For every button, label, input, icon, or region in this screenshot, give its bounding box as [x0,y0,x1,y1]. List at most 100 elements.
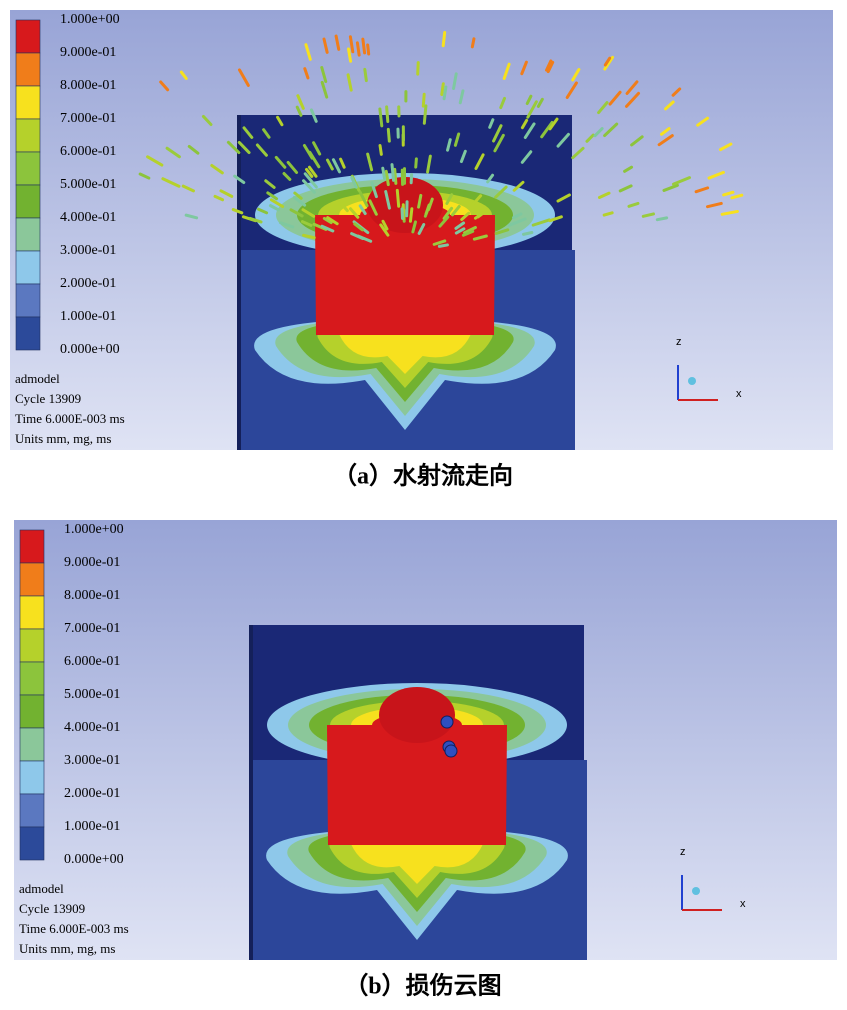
velocity-arrow [411,220,417,234]
velocity-arrow [442,85,448,101]
velocity-arrow [361,37,367,55]
velocity-arrow [264,179,276,189]
velocity-arrow [179,70,188,80]
velocity-arrow [386,127,391,143]
axis-label-z: z [680,846,686,858]
velocity-arrow [378,107,384,128]
velocity-arrow [381,166,387,180]
velocity-arrow [348,35,355,54]
velocity-arrow [526,100,538,119]
velocity-arrow [269,198,285,208]
velocity-arrow [165,146,181,159]
velocity-arrow [255,143,268,157]
velocity-arrow [623,165,634,173]
velocity-arrow [452,72,458,90]
legend-label: 7.000e-01 [64,621,120,636]
velocity-arrow [446,138,452,152]
panel: 1.000e+00 9.000e-01 8.000e-01 7.000e-01 6.00… [14,520,837,1000]
velocity-arrow [366,43,371,56]
legend-swatch [15,118,41,153]
model-info: Time 6.000E-003 ms [15,411,125,426]
legend-swatch [19,826,45,861]
legend-swatch [15,85,41,120]
velocity-arrow [531,218,551,227]
velocity-arrow [248,216,263,224]
velocity-arrow [438,215,450,228]
velocity-arrow [461,229,475,237]
velocity-arrow [492,124,503,143]
contour-core [315,215,495,335]
legend-swatch [15,250,41,285]
legend-label: 3.000e-01 [60,243,116,258]
block-side [237,115,241,450]
velocity-arrow [459,149,467,164]
velocity-arrow [379,223,390,237]
velocity-arrow [300,220,313,227]
velocity-arrow [493,133,505,153]
velocity-arrow [408,207,414,223]
legend-label: 1.000e-01 [64,819,120,834]
velocity-arrow [187,144,200,155]
velocity-arrow [301,208,316,218]
velocity-arrow [540,121,554,139]
velocity-arrow [307,165,318,178]
velocity-arrow [358,204,367,216]
velocity-arrow [450,204,461,217]
velocity-arrow [366,152,374,172]
particle [444,744,458,758]
velocity-arrow [304,43,312,61]
velocity-arrow [427,197,434,212]
legend-swatch [15,19,41,54]
velocity-arrow [219,189,234,198]
crater [379,687,455,743]
velocity-arrow [302,233,316,240]
velocity-arrow [282,172,292,181]
velocity-arrow [378,144,383,156]
velocity-arrow [334,34,341,51]
velocity-arrow [440,82,445,96]
model-info: admodel [19,881,64,896]
velocity-arrow [608,90,622,106]
velocity-arrow [565,81,578,99]
velocity-arrow [296,94,305,110]
legend-label: 1.000e+00 [64,522,124,537]
legend-label: 8.000e-01 [64,588,120,603]
model-info: Time 6.000E-003 ms [19,921,129,936]
axis-y [692,887,700,895]
caption: （b）损伤云图 [344,973,501,1000]
legend-label: 5.000e-01 [64,687,120,702]
velocity-arrow [571,146,585,160]
velocity-arrow [453,132,461,147]
velocity-arrow [454,227,466,235]
legend-label: 2.000e-01 [60,276,116,291]
velocity-arrow [548,215,563,223]
velocity-arrow [536,97,544,108]
legend-swatch [15,316,41,351]
velocity-arrow [627,201,640,208]
velocity-arrow [276,115,284,127]
velocity-arrow [146,155,164,167]
velocity-arrow [618,184,633,193]
velocity-arrow [161,177,181,188]
velocity-arrow [355,41,361,57]
velocity-arrow [706,201,723,209]
velocity-arrow [295,105,303,117]
velocity-arrow [305,167,314,178]
velocity-arrow [655,216,669,222]
velocity-arrow [395,188,401,208]
velocity-arrow [442,206,454,220]
velocity-arrow [460,211,471,221]
velocity-arrow [525,94,533,106]
velocity-arrow [331,158,342,174]
legend-label: 3.000e-01 [64,753,120,768]
velocity-arrow [585,133,595,143]
legend-swatch [19,595,45,630]
panel: 1.000e+00 9.000e-01 8.000e-01 7.000e-01 6.00… [10,10,833,490]
velocity-arrow [625,80,639,95]
velocity-arrow [502,62,511,80]
velocity-arrow [472,234,488,241]
velocity-arrow [707,170,725,180]
velocity-arrow [385,105,390,124]
velocity-arrow [213,194,225,202]
block-side [249,625,253,960]
